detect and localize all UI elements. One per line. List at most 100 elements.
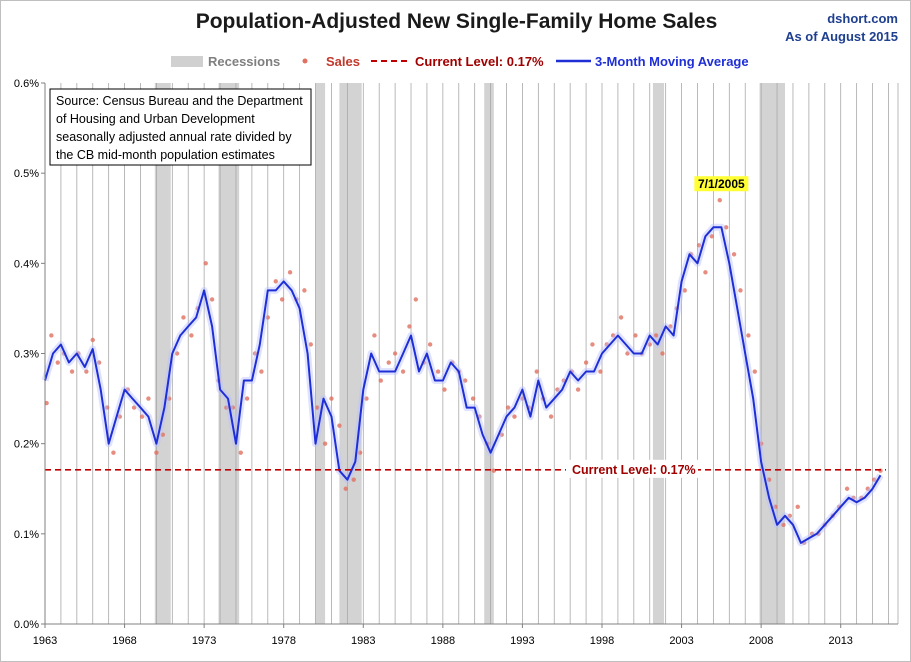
sales-point — [462, 378, 468, 383]
x-axis: 1963 1968 1973 1978 1983 1988 1993 1998 2003 2008… — [33, 623, 898, 647]
sales-point — [696, 243, 702, 248]
sales-point — [84, 369, 89, 374]
recession-band — [484, 83, 494, 624]
current-level-label: Current Level: 0.17% — [572, 463, 696, 477]
sales-point — [244, 396, 250, 401]
legend-sales-marker — [302, 58, 308, 64]
sales-point — [731, 252, 737, 257]
x-tick-label: 1978 — [271, 635, 295, 647]
sales-point — [647, 342, 652, 347]
sales-point — [583, 360, 589, 365]
x-tick-label: 1983 — [351, 635, 375, 647]
plot-area — [41, 83, 899, 624]
sales-point — [273, 279, 278, 284]
plot-background — [45, 83, 898, 624]
credit-site: dshort.com — [827, 11, 898, 26]
sales-point — [865, 486, 870, 491]
sales-point — [372, 333, 377, 338]
sales-point — [386, 360, 391, 365]
y-tick-label: 0.0% — [14, 619, 39, 631]
x-tick-label: 1968 — [112, 635, 136, 647]
y-tick-label: 0.2% — [14, 439, 39, 451]
y-tick-label: 0.3% — [14, 349, 39, 361]
x-tick-label: 2013 — [828, 635, 852, 647]
annotations: Current Level: 0.17% 7/1/2005 — [566, 176, 749, 478]
sales-point — [265, 315, 270, 320]
sales-point — [618, 315, 624, 320]
sales-point — [146, 396, 151, 401]
sales-point — [682, 288, 687, 293]
chart-title: Population-Adjusted New Single-Family Ho… — [195, 10, 718, 33]
sales-point — [709, 234, 715, 239]
sales-point — [758, 441, 764, 446]
x-tick-label: 1993 — [510, 635, 534, 647]
sales-point — [871, 477, 877, 482]
sales-point — [329, 396, 334, 401]
sales-point — [189, 333, 194, 338]
sales-point — [203, 261, 208, 266]
sales-point — [738, 288, 743, 293]
sales-point — [238, 450, 243, 455]
y-tick-label: 0.1% — [14, 529, 39, 541]
sales-point — [279, 297, 285, 302]
legend: Recessions Sales Current Level: 0.17% 3-… — [171, 54, 749, 69]
sales-point — [49, 333, 54, 338]
sales-point — [512, 414, 517, 419]
x-tick-label: 1963 — [33, 635, 57, 647]
sales-point — [400, 369, 406, 374]
source-note: Source: Census Bureau and the Department… — [49, 88, 312, 166]
sales-point — [287, 270, 293, 275]
recession-band — [759, 83, 786, 624]
sales-point — [378, 378, 383, 383]
x-tick-label: 2008 — [749, 635, 773, 647]
sales-point — [104, 405, 110, 410]
sales-point — [351, 477, 356, 482]
sales-point — [96, 360, 102, 365]
sales-point — [181, 315, 186, 320]
source-note-box — [49, 88, 312, 166]
sales-point — [435, 369, 441, 374]
recession-band — [339, 83, 362, 624]
credit-date: As of August 2015 — [785, 29, 898, 44]
sales-point — [555, 387, 560, 392]
sales-point — [117, 414, 122, 419]
sales-point — [90, 337, 95, 343]
sales-point — [598, 369, 603, 374]
x-tick-label: 2003 — [669, 635, 693, 647]
sales-point — [252, 351, 258, 356]
sales-point — [787, 513, 792, 518]
sales-point — [625, 351, 630, 356]
sales-point — [427, 342, 433, 347]
sales-point — [224, 405, 229, 410]
sales-point — [322, 441, 328, 446]
current-level-label-bg — [566, 459, 698, 478]
sales-point — [752, 369, 757, 374]
sales-point — [844, 486, 850, 491]
sales-point — [154, 450, 159, 455]
source-line-4: the CB mid-month population estimates — [56, 148, 275, 162]
sales-point — [795, 504, 800, 509]
sales-point — [230, 405, 235, 410]
peak-label-bg — [694, 176, 749, 192]
y-axis: 0.0% 0.1% 0.2% 0.3% 0.4% 0.5% 0.6% — [14, 78, 46, 631]
sales-point — [548, 414, 554, 419]
sales-point — [668, 324, 673, 329]
sales-point — [69, 369, 75, 374]
sales-point — [357, 450, 363, 455]
y-tick-label: 0.4% — [14, 258, 39, 270]
sales-point — [111, 450, 116, 455]
legend-recession-label: Recessions — [208, 54, 280, 69]
sales-point — [773, 504, 778, 509]
sales-point — [575, 387, 581, 392]
sales-point — [703, 270, 708, 275]
legend-current-label: Current Level: 0.17% — [415, 54, 544, 69]
sales-point — [413, 297, 419, 302]
source-line-3: seasonally adjusted annual rate divided … — [56, 130, 292, 144]
sales-point — [364, 396, 369, 401]
y-tick-label: 0.5% — [14, 168, 39, 180]
sales-point — [302, 288, 307, 293]
source-line-2: of Housing and Urban Development — [56, 112, 255, 126]
sales-point — [392, 351, 398, 356]
x-tick-label: 1988 — [431, 635, 455, 647]
